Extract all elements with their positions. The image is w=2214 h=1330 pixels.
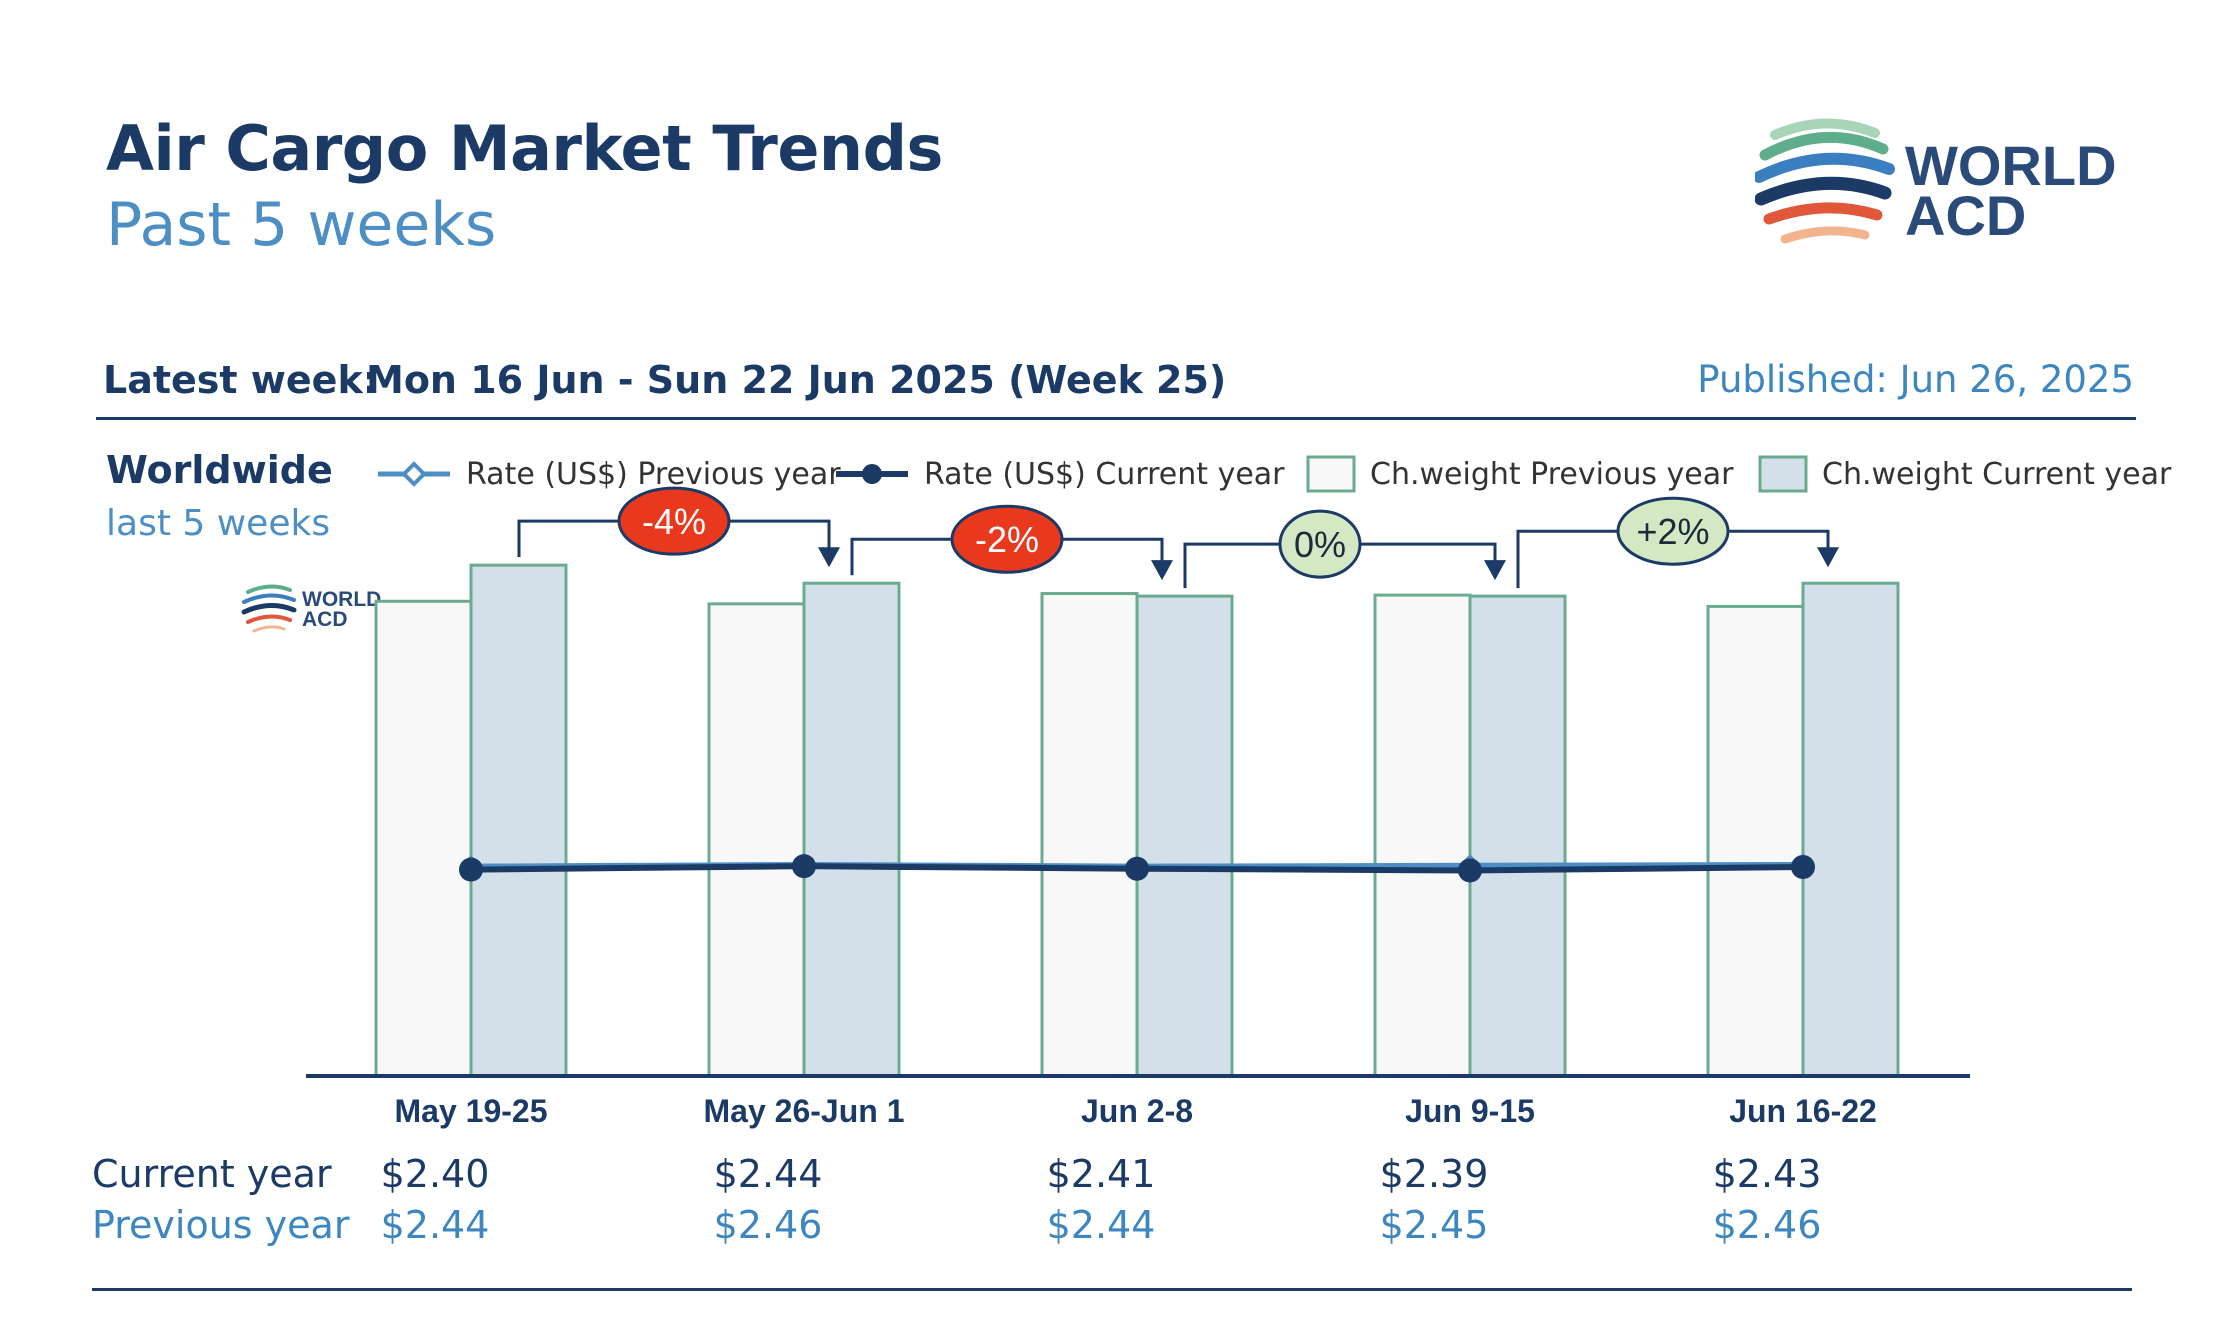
point-rate-curr [792, 854, 816, 879]
x-tick-label: May 19-25 [395, 1093, 548, 1129]
legend-weight-curr-label: Ch.weight Current year [1822, 456, 2172, 492]
bar-weight-prev [374, 599, 473, 1078]
legend-rate-prev-label: Rate (US$) Previous year [466, 456, 841, 492]
current-rate-value: $2.40 [380, 1152, 490, 1196]
point-rate-curr [1791, 855, 1815, 880]
change-arrowhead [818, 547, 840, 568]
previous-rate-value: $2.44 [380, 1203, 490, 1247]
bar-weight-prev [1040, 592, 1139, 1078]
page-subtitle: Past 5 weeks [106, 190, 497, 260]
change-arrowhead [1817, 547, 1839, 568]
change-badge-label: 0% [1294, 524, 1346, 565]
legend-weight-prev: Ch.weight Previous year [1306, 452, 1733, 496]
change-badge-label: -2% [975, 519, 1039, 560]
world-acd-logo: WORLD ACD [1755, 118, 2117, 247]
change-badge [1278, 509, 1362, 579]
bar-weight-curr [1135, 594, 1234, 1078]
bar-weight-prev [1373, 593, 1472, 1078]
legend-rate-prev-icon [378, 461, 450, 487]
x-tick-label: Jun 2-8 [1081, 1093, 1193, 1129]
legend-rate-prev: Rate (US$) Previous year [376, 452, 841, 496]
change-badge [617, 486, 731, 556]
point-rate-curr [1458, 858, 1482, 883]
current-rate-value: $2.44 [713, 1152, 823, 1196]
change-badge-label: +2% [1636, 511, 1709, 552]
page-title: Air Cargo Market Trends [106, 112, 943, 185]
bar-weight-curr [1468, 594, 1567, 1078]
bar-weight-curr [469, 563, 568, 1078]
logo-text-world: WORLD [1905, 134, 2117, 197]
previous-rate-value: $2.44 [1046, 1203, 1156, 1247]
watermark-text-world: WORLD [302, 588, 381, 611]
latest-week-value: Mon 16 Jun - Sun 22 Jun 2025 (Week 25) [366, 358, 1227, 402]
latest-week-label: Latest week: [103, 358, 378, 402]
legend-rate-curr: Rate (US$) Current year [834, 452, 1285, 496]
chart-watermark: WORLD ACD [241, 584, 381, 633]
change-badge [1616, 496, 1730, 566]
previous-year-row-label: Previous year [92, 1203, 350, 1247]
watermark-text-acd: ACD [302, 608, 348, 631]
change-arrowhead [1151, 560, 1173, 581]
legend-weight-prev-label: Ch.weight Previous year [1370, 456, 1734, 492]
legend-rate-curr-label: Rate (US$) Current year [924, 456, 1285, 492]
top-divider [96, 417, 2136, 420]
x-tick-label: Jun 9-15 [1405, 1093, 1535, 1129]
x-tick-label: May 26-Jun 1 [704, 1093, 905, 1129]
x-tick-label: Jun 16-22 [1729, 1093, 1877, 1129]
current-rate-value: $2.41 [1046, 1152, 1156, 1196]
bar-weight-prev [707, 602, 806, 1078]
legend-rate-curr-icon [836, 464, 908, 484]
point-rate-curr [1125, 856, 1149, 881]
point-rate-curr [459, 857, 483, 882]
previous-rate-value: $2.46 [713, 1203, 823, 1247]
change-badge-label: -4% [642, 501, 706, 542]
change-badge [950, 504, 1064, 574]
current-rate-value: $2.39 [1379, 1152, 1489, 1196]
bar-weight-curr [802, 581, 901, 1078]
bar-weight-curr [1801, 581, 1900, 1078]
region-period: last 5 weeks [106, 503, 331, 544]
bottom-divider [92, 1288, 2132, 1291]
bar-weight-prev [1706, 604, 1805, 1078]
region-title: Worldwide [106, 448, 333, 492]
change-arrowhead [1484, 560, 1506, 581]
previous-rate-value: $2.46 [1712, 1203, 1822, 1247]
legend-weight-curr: Ch.weight Current year [1758, 452, 2171, 496]
published-date: Published: Jun 26, 2025 [1697, 358, 2134, 401]
legend-weight-curr-icon [1758, 455, 1808, 493]
logo-text-acd: ACD [1905, 184, 2026, 247]
previous-rate-value: $2.45 [1379, 1203, 1489, 1247]
legend-weight-prev-icon [1306, 455, 1356, 493]
current-rate-value: $2.43 [1712, 1152, 1822, 1196]
current-year-row-label: Current year [92, 1152, 332, 1196]
